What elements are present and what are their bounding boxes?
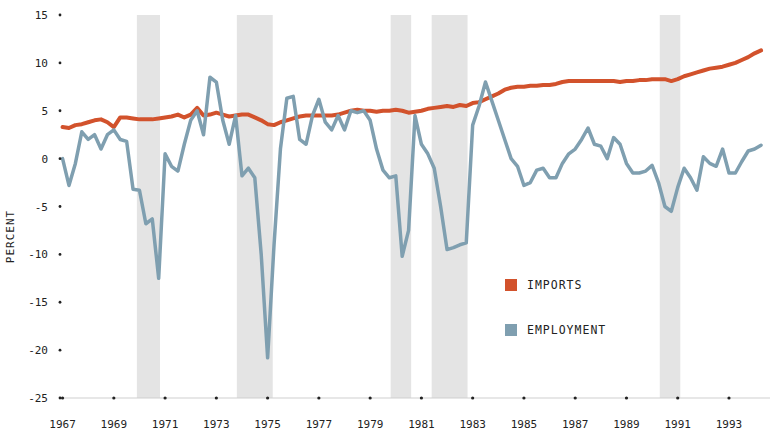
y-tick [59,205,62,208]
series-line [63,50,761,128]
legend-swatch [505,324,517,336]
y-tick [59,157,62,160]
legend-label: IMPORTS [527,278,582,292]
recession-band [137,15,160,398]
x-tick [522,396,525,399]
legend: IMPORTS EMPLOYMENT [505,278,606,337]
x-tick-label: 1987 [562,418,589,431]
y-tick-label: 10 [35,57,48,70]
x-tick [215,396,218,399]
x-tick-label: 1981 [408,418,435,431]
y-tick-label: 0 [41,153,48,166]
legend-label: EMPLOYMENT [527,323,606,337]
x-tick-label: 1973 [203,418,230,431]
recession-band [660,15,681,398]
x-tick-label: 1989 [613,418,640,431]
x-tick [625,396,628,399]
y-axis-label: PERCENT [4,210,17,263]
x-tick-label: 1977 [306,418,333,431]
x-tick [266,396,269,399]
y-tick [59,301,62,304]
y-tick-label: -15 [28,296,48,309]
y-tick-label: -10 [28,248,48,261]
y-tick [59,349,62,352]
x-tick [112,396,115,399]
x-tick-label: 1979 [357,418,384,431]
x-tick-label: 1975 [254,418,281,431]
x-tick [163,396,166,399]
x-tick-label: 1991 [664,418,691,431]
x-tick [574,396,577,399]
x-tick-label: 1993 [716,418,743,431]
x-tick [471,396,474,399]
y-tick [59,109,62,112]
y-tick-label: -25 [28,392,48,405]
plot-area [63,15,761,398]
y-tick-label: 15 [35,9,48,22]
y-tick-label: -5 [35,201,48,214]
y-tick-label: -20 [28,344,48,357]
x-tick-label: 1969 [101,418,128,431]
recession-band [391,15,412,398]
y-tick [59,253,62,256]
y-tick-label: 5 [41,105,48,118]
x-tick [61,396,64,399]
x-tick [369,396,372,399]
series-line [63,77,761,358]
y-tick [59,61,62,64]
legend-swatch [505,279,517,291]
x-tick-label: 1983 [459,418,486,431]
x-tick [317,396,320,399]
x-tick-label: 1971 [152,418,179,431]
x-tick-label: 1967 [49,418,76,431]
x-tick-label: 1985 [511,418,538,431]
recession-band [432,15,468,398]
y-tick [59,14,62,17]
chart: -25 -20 -15 -10 -5 0 5 10 15 1967 1969 1971 1973 1975… [0,0,782,444]
x-tick [676,396,679,399]
x-tick [420,396,423,399]
x-tick [727,396,730,399]
